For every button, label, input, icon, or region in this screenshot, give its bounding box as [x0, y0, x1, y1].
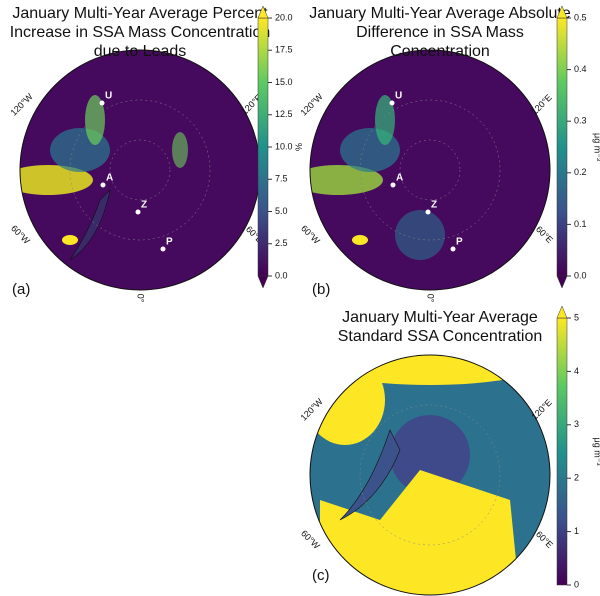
longitude-label: 60°W [299, 528, 322, 551]
colorbar-unit: μg m⁻³ [593, 133, 600, 161]
colorbar-tick-label: 0.2 [574, 167, 587, 177]
colorbar-tick-label: 3 [574, 419, 579, 429]
panel-title: Standard SSA Concentration [338, 328, 543, 345]
station-label: P [456, 237, 463, 248]
station-marker [99, 100, 105, 106]
colorbar-tick-label: 5.0 [275, 206, 288, 216]
longitude-label: 120°E [529, 92, 553, 116]
longitude-label: 60°W [9, 223, 32, 246]
longitude-label: 0° [136, 294, 146, 303]
station-label: Z [141, 200, 147, 211]
panel-title: Increase in SSA Mass Concentration [10, 24, 271, 41]
colorbar-tick-label: 0.5 [574, 12, 587, 22]
panel-label: (b) [312, 281, 330, 298]
station-marker [389, 100, 395, 106]
station-marker [100, 182, 106, 188]
station-label: U [395, 91, 402, 102]
colorbar-tick-label: 0.0 [574, 270, 587, 280]
colorbar-tick-label: 12.5 [275, 109, 293, 119]
station-label: P [166, 237, 173, 248]
station-label: A [106, 173, 113, 184]
map-a [20, 50, 260, 290]
panel-label: (c) [312, 567, 330, 584]
colorbar-tick-label: 10.0 [275, 141, 293, 151]
map-b [310, 50, 550, 290]
colorbar-tick-label: 7.5 [275, 174, 288, 184]
panel-title: Difference in SSA Mass [356, 24, 524, 41]
longitude-label: 60°E [534, 529, 555, 550]
panel-title: January Multi-Year Average [342, 309, 538, 326]
colorbar-unit: μg m⁻³ [593, 438, 600, 466]
panel-title: January Multi-Year Average Percent [12, 5, 268, 22]
colorbar-extend [257, 275, 269, 289]
colorbar-tick-label: 4 [574, 366, 579, 376]
colorbar-tick-label: 0 [574, 579, 579, 589]
colorbar-extend [257, 5, 269, 19]
panel-title: due to Leads [94, 43, 187, 60]
panel-title: January Multi-Year Average Absolute [309, 5, 571, 22]
colorbar-extend [556, 275, 568, 289]
longitude-label: 60°W [299, 223, 322, 246]
station-marker [135, 209, 141, 215]
panel-title: Concentration [390, 43, 490, 60]
station-marker [160, 246, 166, 252]
map-c [310, 355, 550, 595]
colorbar-extend [556, 305, 568, 319]
colorbar-extend [556, 5, 568, 19]
colorbar-tick-label: 2.5 [275, 238, 288, 248]
colorbar-tick-label: 2 [574, 473, 579, 483]
longitude-label: 0° [426, 294, 436, 303]
colorbar-tick-label: 0.3 [574, 116, 587, 126]
longitude-label: 120°W [8, 91, 35, 118]
colorbar-tick-label: 0.1 [574, 219, 587, 229]
colorbar [257, 17, 269, 277]
station-marker [390, 182, 396, 188]
station-marker [450, 246, 456, 252]
colorbar-tick-label: 17.5 [275, 45, 293, 55]
colorbar-tick-label: 15.0 [275, 77, 293, 87]
colorbar-tick-label: 20.0 [275, 12, 293, 22]
station-label: U [105, 91, 112, 102]
station-label: Z [431, 200, 437, 211]
colorbar-tick-label: 0.4 [574, 64, 587, 74]
colorbar-tick-label: 5 [574, 312, 579, 322]
longitude-label: 120°W [298, 91, 325, 118]
longitude-label: 120°W [298, 396, 325, 423]
station-marker [425, 209, 431, 215]
longitude-label: 120°E [529, 397, 553, 421]
colorbar [556, 17, 568, 277]
colorbar-unit: % [294, 143, 304, 151]
colorbar-tick-label: 0.0 [275, 270, 288, 280]
panel-label: (a) [12, 281, 30, 298]
colorbar [556, 317, 568, 586]
colorbar-tick-label: 1 [574, 526, 579, 536]
longitude-label: 60°E [534, 224, 555, 245]
station-label: A [396, 173, 403, 184]
